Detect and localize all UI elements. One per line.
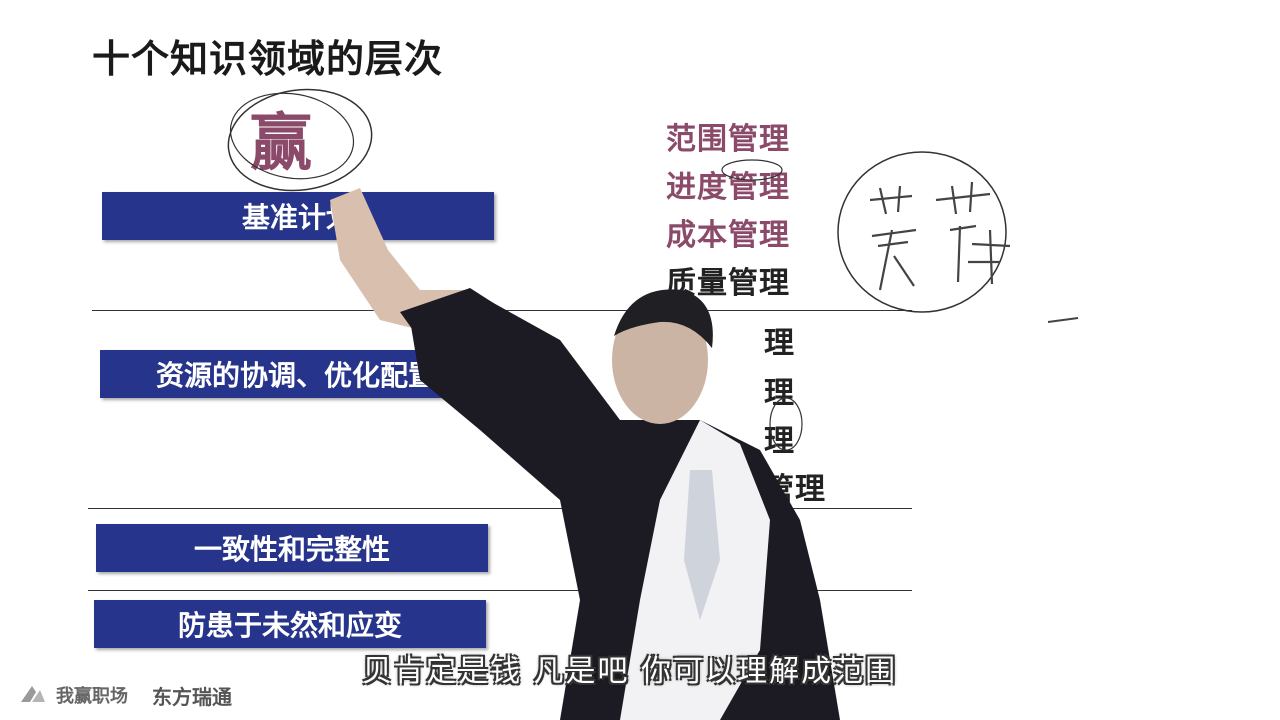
subtitle-caption: 贝肯定是钱 凡是吧 你可以理解成范围 bbox=[362, 654, 898, 689]
presenter-arm bbox=[330, 188, 470, 330]
presenter-sleeve bbox=[400, 288, 520, 350]
branding: 我赢职场 东方瑞通 bbox=[18, 680, 232, 710]
divider-line bbox=[88, 508, 912, 509]
handwritten-circle bbox=[721, 159, 783, 181]
handwritten-stroke bbox=[1047, 317, 1079, 323]
slide-title: 十个知识领域的层次 bbox=[92, 37, 444, 81]
handwritten-circle bbox=[837, 151, 1007, 313]
presenter-head bbox=[612, 296, 708, 424]
handwritten-circle bbox=[229, 92, 355, 180]
area-partial: 理 bbox=[764, 326, 795, 361]
logo-text-secondary: 东方瑞通 bbox=[152, 684, 232, 709]
presenter-tie bbox=[684, 470, 720, 620]
bar-label: 防患于未然和应变 bbox=[177, 609, 402, 642]
area-scope: 范围管理 bbox=[666, 122, 790, 157]
bar-label: 一致性和完整性 bbox=[193, 533, 390, 566]
handwritten-circle bbox=[769, 397, 803, 451]
bar-label: 资源的协调、优化配置 bbox=[155, 359, 436, 392]
bar-risk-prevention: 防患于未然和应变 bbox=[94, 600, 486, 648]
handwritten-stroke bbox=[935, 181, 1011, 285]
handwritten-circle bbox=[227, 88, 373, 192]
logo-text-primary: 我赢职场 bbox=[56, 686, 128, 707]
logo-icon bbox=[21, 686, 45, 702]
bar-resource-coordination: 资源的协调、优化配置 bbox=[100, 350, 492, 398]
divider-line bbox=[88, 590, 912, 591]
handwritten-stroke bbox=[869, 185, 917, 291]
area-partial: 理 bbox=[764, 424, 795, 459]
area-cost: 成本管理 bbox=[666, 218, 790, 253]
handwritten-character-ying: 赢 bbox=[250, 106, 313, 179]
area-partial: 理 bbox=[764, 376, 795, 411]
bar-consistency-integrity: 一致性和完整性 bbox=[96, 524, 488, 572]
presenter-hair bbox=[614, 289, 713, 348]
